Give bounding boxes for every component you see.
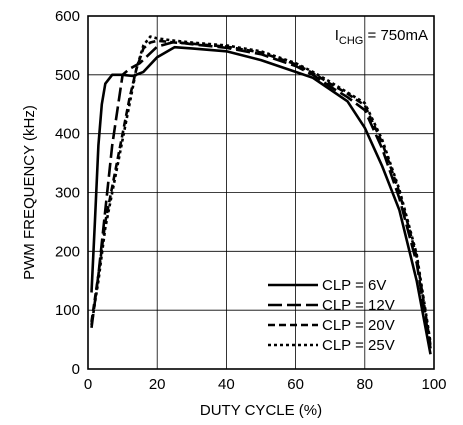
y-tick-label: 300 — [55, 185, 80, 202]
legend-label: CLP = 6V — [322, 277, 386, 294]
annotation-rest: = 750mA — [363, 27, 428, 44]
y-tick-label: 400 — [55, 126, 80, 143]
x-tick-label: 80 — [356, 376, 373, 393]
y-tick-label: 100 — [55, 302, 80, 319]
y-tick-labels: 0 100 200 300 400 500 600 — [55, 8, 80, 378]
annotation-main: I — [335, 27, 339, 44]
x-tick-label: 20 — [149, 376, 166, 393]
x-tick-label: 60 — [287, 376, 304, 393]
series-line — [90, 35, 432, 343]
plot-frame — [87, 15, 435, 370]
current-annotation: ICHG = 750mA — [335, 27, 428, 47]
series-curves — [90, 35, 432, 355]
legend-label: CLP = 25V — [322, 337, 395, 354]
y-tick-label: 500 — [55, 67, 80, 84]
x-tick-label: 100 — [421, 376, 446, 393]
y-tick-label: 0 — [72, 361, 80, 378]
y-tick-label: 600 — [55, 8, 80, 25]
y-axis-label: PWM FREQUENCY (kHz) — [21, 105, 38, 280]
x-tick-label: 40 — [218, 376, 235, 393]
x-tick-labels: 0 20 40 60 80 100 — [84, 376, 447, 393]
x-tick-label: 0 — [84, 376, 92, 393]
legend-label: CLP = 12V — [322, 297, 395, 314]
grid-lines — [88, 16, 434, 369]
legend: CLP = 6V CLP = 12V CLP = 20V CLP = 25V — [268, 277, 395, 354]
annotation-subscript: CHG — [339, 35, 363, 47]
series-line — [90, 45, 432, 355]
y-tick-label: 200 — [55, 243, 80, 260]
x-axis-label: DUTY CYCLE (%) — [200, 402, 322, 419]
legend-label: CLP = 20V — [322, 317, 395, 334]
